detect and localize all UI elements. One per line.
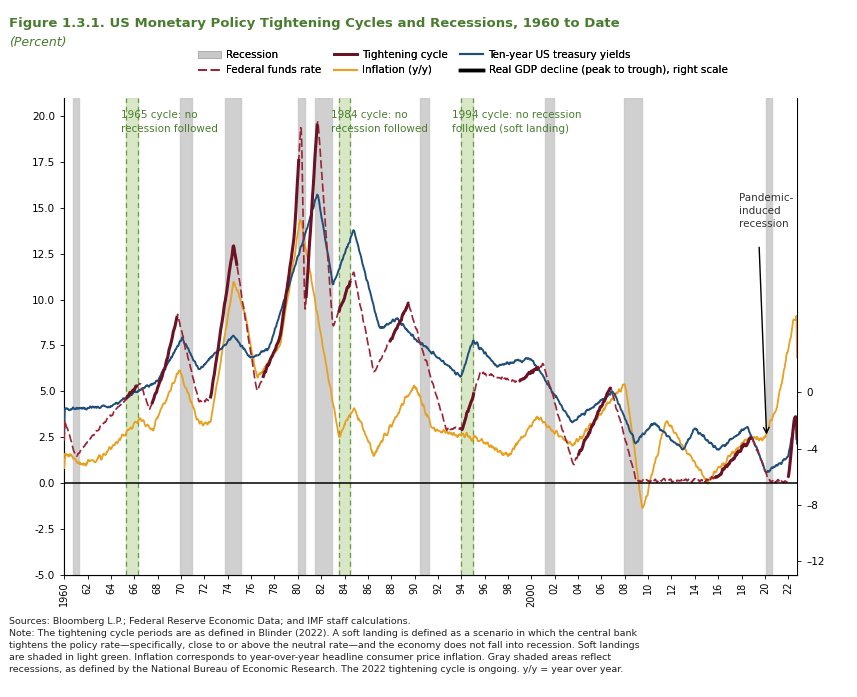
Bar: [545, 98, 554, 575]
Bar: [180, 98, 192, 575]
Bar: [461, 98, 473, 575]
Text: (Percent): (Percent): [9, 36, 66, 49]
Text: 1984 cycle: no
recession followed: 1984 cycle: no recession followed: [331, 110, 428, 134]
Bar: [315, 98, 332, 575]
Bar: [225, 98, 241, 575]
Bar: [298, 98, 305, 575]
Text: 1994 cycle: no recession
followed (soft landing): 1994 cycle: no recession followed (soft …: [452, 110, 581, 134]
Text: Pandemic-
induced
recession: Pandemic- induced recession: [740, 193, 794, 229]
Bar: [624, 98, 642, 575]
Bar: [421, 98, 428, 575]
Text: Sources: Bloomberg L.P.; Federal Reserve Economic Data; and IMF staff calculatio: Sources: Bloomberg L.P.; Federal Reserve…: [9, 617, 639, 675]
Bar: [73, 98, 79, 575]
Text: 1965 cycle: no
recession followed: 1965 cycle: no recession followed: [122, 110, 219, 134]
Legend: Recession, Federal funds rate, Tightening cycle, Inflation (y/y), Ten-year US tr: Recession, Federal funds rate, Tightenin…: [198, 50, 728, 75]
Text: Figure 1.3.1. US Monetary Policy Tightening Cycles and Recessions, 1960 to Date: Figure 1.3.1. US Monetary Policy Tighten…: [9, 17, 620, 31]
Bar: [126, 98, 138, 575]
Bar: [339, 98, 351, 575]
Bar: [766, 98, 772, 575]
